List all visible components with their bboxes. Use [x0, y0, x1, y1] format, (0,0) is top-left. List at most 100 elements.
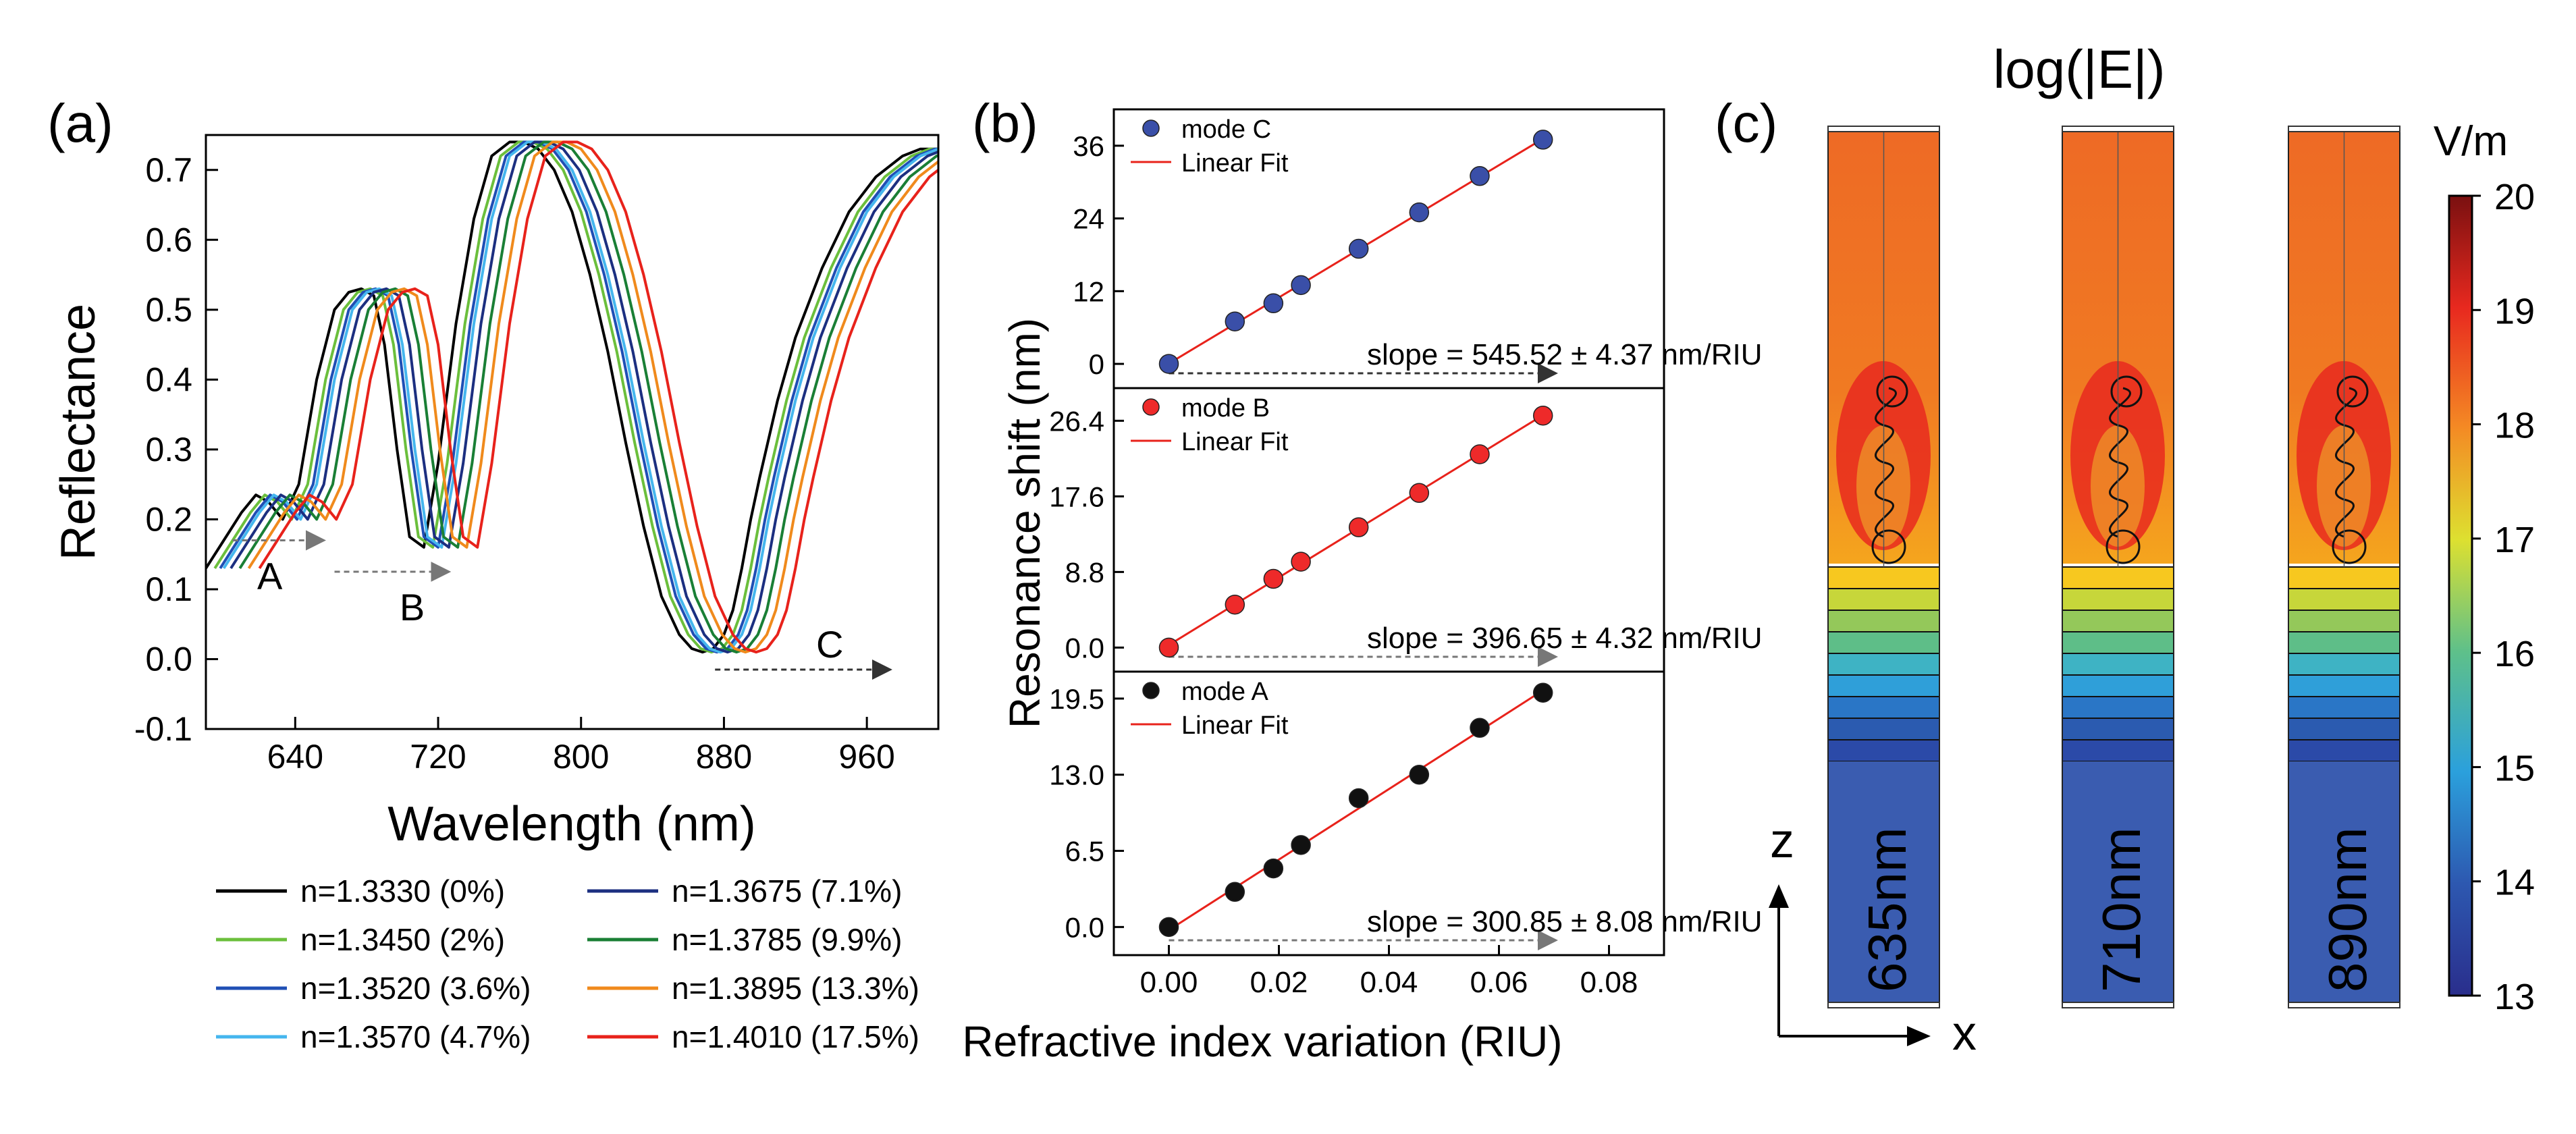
- column-bottom-cap: [1827, 1002, 1940, 1008]
- data-point: [1158, 637, 1179, 658]
- legend-label: n=1.3675 (7.1%): [672, 873, 902, 909]
- data-point: [1409, 202, 1430, 223]
- legend-label: n=1.3520 (3.6%): [300, 971, 531, 1006]
- layer-band: [2288, 610, 2400, 632]
- x-axis-label-c: x: [1952, 1006, 1977, 1060]
- x-tick-label: 720: [410, 738, 466, 776]
- legend-label: n=1.3570 (4.7%): [300, 1019, 531, 1054]
- field-column-2: 710nm: [2062, 126, 2174, 1008]
- data-point: [1348, 238, 1369, 259]
- layer-band: [2288, 696, 2400, 719]
- layer-band: [2062, 674, 2174, 697]
- x-axis-label-b: Refractive index variation (RIU): [962, 1017, 1562, 1066]
- subplot-mode-B: 0.0 8.8 17.6 26.4 mode B Linear Fit slope = 39…: [1049, 387, 1763, 673]
- wavelength-label: 710nm: [2091, 827, 2151, 992]
- curve-2: [213, 140, 938, 654]
- colorbar-tick-label: 18: [2494, 406, 2535, 446]
- legend-label: n=1.3450 (2%): [300, 922, 505, 957]
- y-ticks-a: -0.1 0.0 0.1 0.2 0.3 0.4 0.5 0.6 0.7: [134, 151, 218, 748]
- y-tick-label: 12: [1073, 275, 1104, 307]
- column-top-cap: [1827, 126, 1940, 132]
- data-point: [1348, 517, 1369, 537]
- wavelength-label: 890nm: [2317, 827, 2378, 992]
- legend-mode-label: mode B: [1181, 394, 1270, 423]
- field-column-1: 635nm: [1827, 126, 1940, 1008]
- data-point: [1225, 311, 1245, 331]
- x-tick-label: 640: [267, 738, 323, 776]
- field-map-columns: 635nm 710nm 890nm: [1827, 126, 2400, 1008]
- y-tick-label: -0.1: [134, 710, 192, 748]
- z-arrow-head: [1769, 884, 1789, 908]
- x-tick-label: 0.08: [1580, 966, 1638, 999]
- data-point: [1532, 130, 1553, 150]
- legend-marker: [1142, 398, 1160, 416]
- panel-label-a: (a): [47, 93, 113, 153]
- legend-a: n=1.3330 (0%) n=1.3450 (2%) n=1.3520 (3.6%…: [216, 873, 919, 1054]
- column-bottom-cap: [2288, 1002, 2400, 1008]
- layer-band: [2288, 718, 2400, 740]
- x-tick-label: 0.04: [1360, 966, 1418, 999]
- x-tick-label: 880: [696, 738, 752, 776]
- colorbar-tick-label: 13: [2494, 977, 2535, 1017]
- slope-annotation: slope = 300.85 ± 8.08 nm/RIU: [1367, 905, 1763, 938]
- layer-band: [2062, 653, 2174, 676]
- axes-indicator: z x: [1769, 814, 1977, 1060]
- colorbar-tick-label: 17: [2494, 520, 2535, 560]
- legend-mode-label: mode A: [1181, 678, 1269, 706]
- legend-label: n=1.4010 (17.5%): [672, 1019, 919, 1054]
- x-tick-label: 0.02: [1250, 966, 1308, 999]
- column-bottom-cap: [2062, 1002, 2174, 1008]
- y-tick-label: 0.0: [1065, 632, 1104, 664]
- y-tick-label: 13.0: [1049, 759, 1104, 791]
- colorbar-tick-label: 15: [2494, 748, 2535, 788]
- y-tick-label: 24: [1073, 203, 1104, 235]
- layer-band: [1827, 674, 1940, 697]
- y-tick-label: 0.0: [145, 640, 192, 678]
- layer-band: [2288, 631, 2400, 654]
- panel-b: (b) 0 12 24 36 mode C Linear Fit slope = 545.5…: [962, 93, 1762, 1066]
- reflectance-curves: [206, 140, 938, 654]
- y-axis-label-b: Resonance shift (nm): [1000, 318, 1049, 728]
- curve-7: [247, 140, 938, 654]
- curve-6: [238, 140, 938, 654]
- legend-label: n=1.3330 (0%): [300, 873, 505, 909]
- layer-band: [2062, 631, 2174, 654]
- colorbar-tick-label: 14: [2494, 863, 2535, 903]
- helix-top-ring: [1876, 375, 1908, 408]
- z-axis-label: z: [1770, 814, 1794, 868]
- colorbar-unit: V/m: [2434, 118, 2508, 165]
- layer-band: [1827, 566, 1940, 589]
- layer-band: [1827, 718, 1940, 740]
- data-point: [1532, 682, 1553, 703]
- data-point: [1409, 764, 1430, 785]
- data-point: [1470, 718, 1490, 738]
- layer-band: [2062, 566, 2174, 589]
- layer-band: [2288, 674, 2400, 697]
- panel-c: (c) log(|E|) 635nm 710nm 890nm z x V/m 20 1…: [1715, 39, 2535, 1060]
- plot-frame-a: [205, 134, 940, 730]
- layer-band: [2062, 588, 2174, 611]
- mode-label-B: B: [400, 586, 425, 628]
- layer-band: [2062, 718, 2174, 740]
- legend-fit-label: Linear Fit: [1181, 149, 1289, 178]
- data-point: [1225, 594, 1245, 615]
- mode-label-A: A: [257, 554, 283, 597]
- helix-top-ring: [2110, 375, 2143, 408]
- layer-band: [1827, 631, 1940, 654]
- column-top-cap: [2062, 126, 2174, 132]
- slope-annotation: slope = 545.52 ± 4.37 nm/RIU: [1367, 338, 1763, 371]
- y-tick-label: 0.1: [145, 570, 192, 608]
- colorbar-tick-label: 16: [2494, 634, 2535, 674]
- data-point: [1470, 166, 1490, 186]
- legend-label: n=1.3785 (9.9%): [672, 922, 902, 957]
- y-tick-label: 0.3: [145, 431, 192, 468]
- layer-band: [2062, 696, 2174, 719]
- y-tick-label: 0.6: [145, 221, 192, 259]
- x-arrow-head: [1907, 1026, 1931, 1046]
- y-tick-label: 0.7: [145, 151, 192, 189]
- x-tick-label: 0.06: [1470, 966, 1528, 999]
- data-point: [1532, 405, 1553, 426]
- layer-band: [2288, 566, 2400, 589]
- data-point: [1158, 917, 1179, 938]
